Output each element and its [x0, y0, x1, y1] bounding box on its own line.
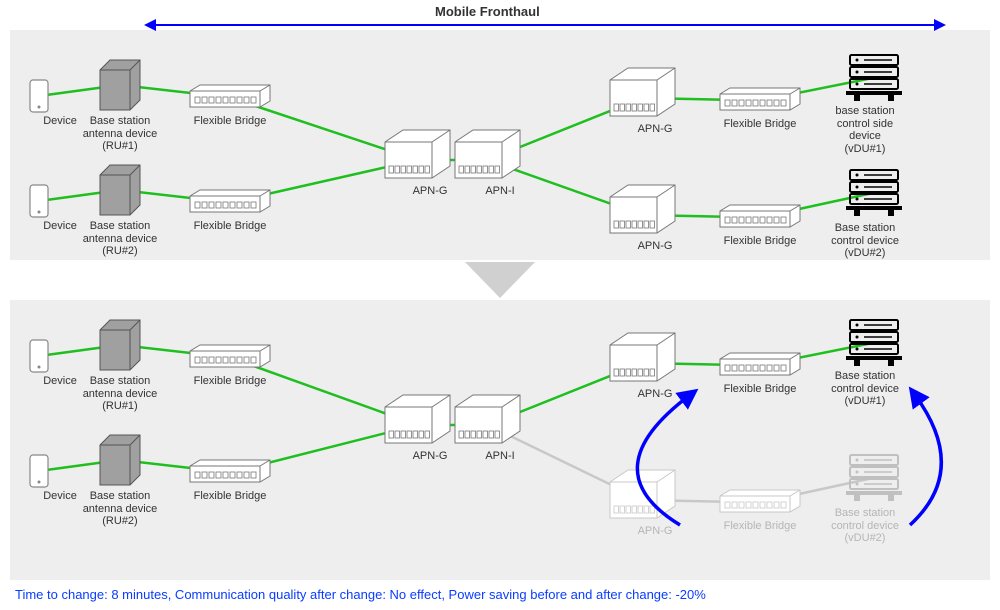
node-label: APN-G	[600, 388, 710, 401]
switch-device	[720, 88, 800, 110]
antenna-device	[100, 435, 140, 485]
node-label: Base stationcontrol device(vDU#2)	[810, 222, 920, 260]
consolidation-arrow-1	[910, 395, 941, 525]
server-icon	[846, 55, 902, 101]
device-phone	[30, 185, 48, 217]
device-phone	[30, 455, 48, 487]
node-label: Flexible Bridge	[705, 520, 815, 533]
apn-box	[610, 470, 675, 518]
node-label: Flexible Bridge	[175, 375, 285, 388]
switch-device	[190, 460, 270, 482]
node-label: APN-I	[445, 450, 555, 463]
server-icon	[846, 170, 902, 216]
apn-box	[610, 185, 675, 233]
apn-box	[610, 68, 675, 116]
antenna-device	[100, 165, 140, 215]
device-phone	[30, 340, 48, 372]
transition-arrow	[465, 262, 535, 298]
switch-device	[190, 345, 270, 367]
diagram-canvas: Mobile Fronthaul Time to change: 8 minut…	[0, 0, 1000, 610]
server-icon	[846, 455, 902, 501]
node-label: Base stationantenna device(RU#1)	[65, 375, 175, 413]
apn-box	[385, 395, 450, 443]
node-label: APN-G	[600, 240, 710, 253]
node-label: Flexible Bridge	[705, 118, 815, 131]
antenna-device	[100, 320, 140, 370]
node-label: Base stationantenna device(RU#2)	[65, 490, 175, 528]
node-label: Base stationantenna device(RU#1)	[65, 115, 175, 153]
switch-device	[720, 490, 800, 512]
node-label: base stationcontrol sidedevice(vDU#1)	[810, 105, 920, 156]
switch-device	[190, 190, 270, 212]
node-label: Base stationcontrol device(vDU#2)	[810, 507, 920, 545]
apn-box	[455, 395, 520, 443]
node-label: APN-G	[600, 123, 710, 136]
node-label: Flexible Bridge	[175, 490, 285, 503]
device-phone	[30, 80, 48, 112]
node-label: APN-G	[600, 525, 710, 538]
antenna-device	[100, 60, 140, 110]
switch-device	[190, 85, 270, 107]
node-label: APN-I	[445, 185, 555, 198]
node-label: Flexible Bridge	[175, 220, 285, 233]
node-label: Flexible Bridge	[175, 115, 285, 128]
node-label: Base stationantenna device(RU#2)	[65, 220, 175, 258]
apn-box	[455, 130, 520, 178]
switch-device	[720, 205, 800, 227]
apn-box	[610, 333, 675, 381]
switch-device	[720, 353, 800, 375]
node-label: Flexible Bridge	[705, 235, 815, 248]
node-label: Flexible Bridge	[705, 383, 815, 396]
server-icon	[846, 320, 902, 366]
apn-box	[385, 130, 450, 178]
node-label: Base stationcontrol device(vDU#1)	[810, 370, 920, 408]
